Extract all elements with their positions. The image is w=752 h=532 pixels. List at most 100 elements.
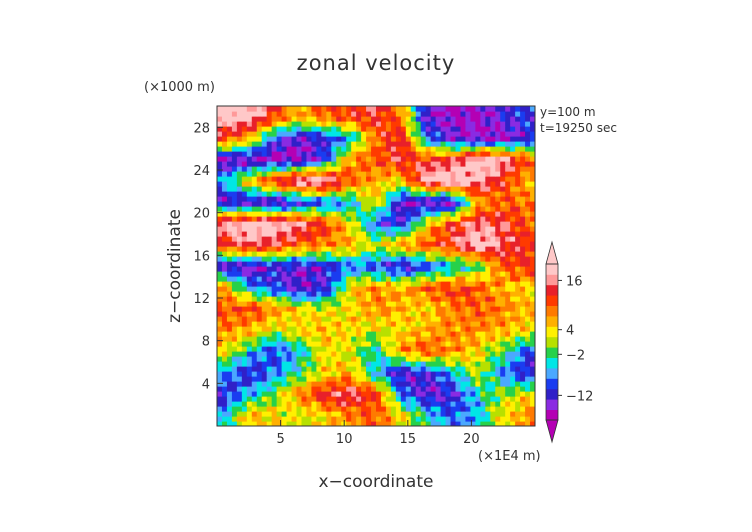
field-cell <box>321 361 327 367</box>
field-cell <box>440 406 447 412</box>
field-cell <box>495 231 501 237</box>
field-cell <box>530 121 535 127</box>
field-cell <box>217 161 223 167</box>
field-cell <box>395 366 402 372</box>
field-cell <box>321 251 327 257</box>
field-cell <box>465 121 472 127</box>
field-cell <box>480 391 486 397</box>
field-cell <box>341 206 347 212</box>
field-cell <box>321 406 327 412</box>
field-cell <box>231 116 238 122</box>
field-cell <box>331 141 337 147</box>
field-cell <box>251 156 258 162</box>
field-cell <box>341 376 347 382</box>
field-cell <box>311 291 317 297</box>
field-cell <box>465 271 472 277</box>
field-cell <box>530 386 535 392</box>
field-cell <box>256 346 263 352</box>
field-cell <box>261 146 268 152</box>
field-cell <box>291 401 298 407</box>
field-cell <box>217 336 223 342</box>
field-cell <box>221 366 228 372</box>
field-cell <box>351 296 357 302</box>
field-cell <box>271 416 278 422</box>
field-cell <box>480 121 486 127</box>
field-cell <box>530 306 535 312</box>
field-cell <box>520 206 526 212</box>
field-cell <box>480 341 486 347</box>
field-cell <box>435 291 442 297</box>
field-cell <box>405 206 412 212</box>
field-cell <box>371 341 377 347</box>
field-cell <box>400 231 407 237</box>
field-cell <box>490 201 496 207</box>
field-cell <box>316 391 322 397</box>
field-cell <box>311 186 317 192</box>
field-cell <box>450 141 457 147</box>
field-cell <box>251 301 258 307</box>
field-cell <box>251 346 258 352</box>
field-cell <box>455 161 462 167</box>
field-cell <box>376 401 382 407</box>
field-cell <box>276 171 283 177</box>
field-cell <box>291 216 298 222</box>
field-cell <box>276 356 283 362</box>
field-cell <box>361 116 367 122</box>
field-cell <box>430 126 437 132</box>
field-cell <box>221 421 228 426</box>
field-cell <box>371 301 377 307</box>
field-cell <box>405 181 412 187</box>
field-cell <box>405 201 412 207</box>
field-cell <box>251 181 258 187</box>
field-cell <box>385 166 392 172</box>
field-cell <box>530 176 535 182</box>
field-cell <box>510 191 516 197</box>
field-cell <box>251 311 258 317</box>
field-cell <box>241 321 248 327</box>
field-cell <box>425 216 432 222</box>
field-cell <box>435 216 442 222</box>
field-cell <box>217 306 223 312</box>
field-cell <box>286 331 293 337</box>
field-cell <box>341 256 347 262</box>
field-cell <box>346 386 352 392</box>
field-cell <box>306 356 313 362</box>
field-cell <box>326 396 332 402</box>
field-cell <box>356 146 362 152</box>
field-cell <box>286 221 293 227</box>
field-cell <box>291 316 298 322</box>
field-cell <box>430 281 437 287</box>
colorbar-top-arrow <box>545 240 559 265</box>
field-cell <box>395 141 402 147</box>
field-cell <box>296 281 303 287</box>
field-cell <box>385 181 392 187</box>
field-cell <box>306 181 313 187</box>
field-cell <box>530 246 535 252</box>
field-cell <box>425 316 432 322</box>
field-cell <box>246 186 253 192</box>
field-cell <box>440 271 447 277</box>
field-cell <box>241 416 248 422</box>
field-cell <box>480 171 486 177</box>
field-cell <box>420 266 427 272</box>
field-cell <box>430 251 437 257</box>
field-cell <box>356 361 362 367</box>
field-cell <box>450 406 457 412</box>
field-cell <box>331 176 337 182</box>
field-cell <box>336 141 342 147</box>
field-cell <box>281 396 288 402</box>
field-cell <box>301 196 308 202</box>
field-cell <box>366 176 372 182</box>
field-cell <box>420 311 427 317</box>
field-cell <box>346 346 352 352</box>
field-cell <box>455 206 462 212</box>
field-cell <box>346 251 352 257</box>
field-cell <box>346 131 352 137</box>
field-cell <box>450 211 457 217</box>
field-cell <box>520 271 526 277</box>
field-cell <box>286 281 293 287</box>
field-cell <box>445 366 452 372</box>
field-cell <box>326 251 332 257</box>
field-cell <box>530 141 535 147</box>
field-cell <box>336 366 342 372</box>
